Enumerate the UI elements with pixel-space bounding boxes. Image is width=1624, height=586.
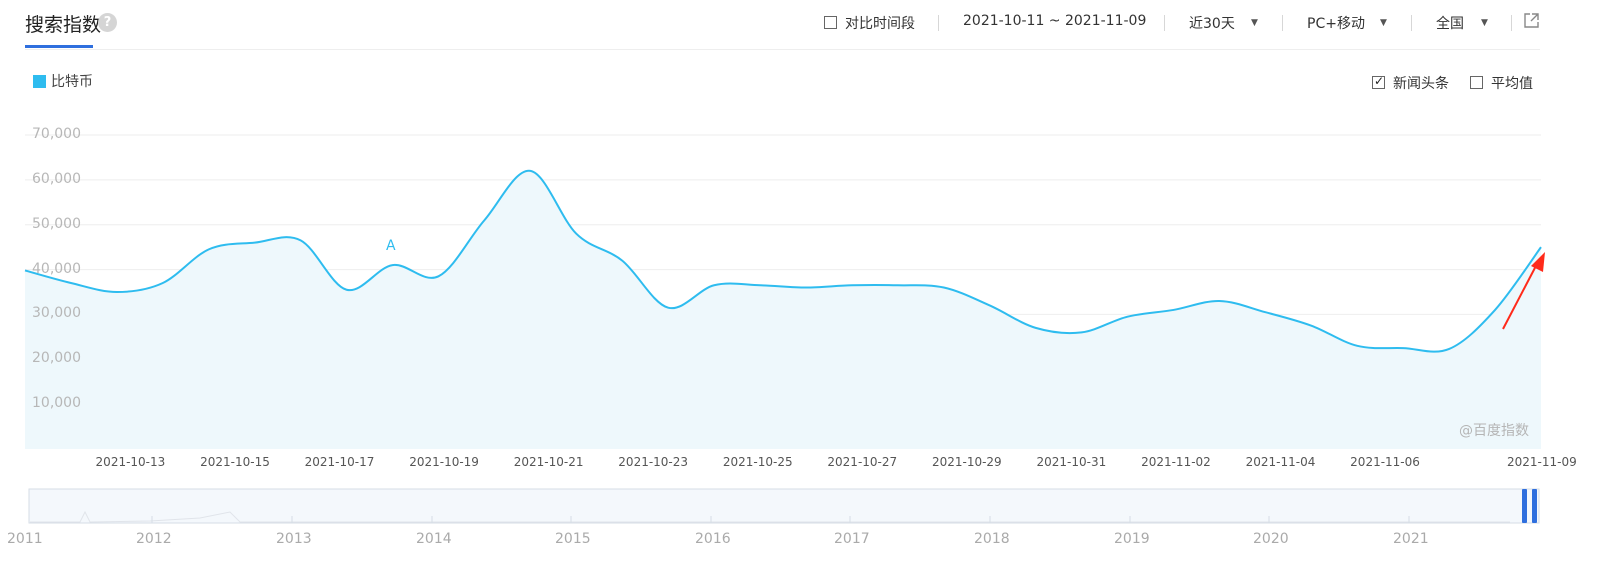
- slider-sparkline: [30, 510, 1510, 523]
- year-label: 2020: [1253, 531, 1289, 547]
- y-tick-label: 60,000: [32, 170, 81, 187]
- year-label: 2019: [1114, 531, 1150, 547]
- year-label: 2016: [695, 531, 731, 547]
- share-icon[interactable]: [1523, 12, 1540, 29]
- x-tick-label: 2021-10-27: [827, 455, 898, 469]
- y-tick-label: 20,000: [32, 350, 81, 367]
- separator: [938, 15, 939, 31]
- x-tick-label: 2021-10-29: [931, 455, 1002, 469]
- x-tick-label: 2021-10-25: [722, 455, 793, 469]
- period-select[interactable]: 近30天: [1189, 16, 1235, 32]
- x-tick-label: 2021-11-02: [1141, 455, 1211, 469]
- year-label: 2013: [276, 531, 312, 547]
- chevron-down-icon[interactable]: ▼: [1481, 18, 1488, 28]
- year-label: 2018: [974, 531, 1010, 547]
- page-title: 搜索指数: [25, 14, 102, 36]
- year-label: 2011: [7, 531, 43, 547]
- slider-handle-right: [1532, 489, 1537, 523]
- arrow-icon: [1531, 252, 1545, 272]
- compare-label[interactable]: 对比时间段: [845, 16, 915, 32]
- help-icon[interactable]: ?: [98, 13, 117, 32]
- chevron-down-icon[interactable]: ▼: [1251, 18, 1258, 28]
- legend-label[interactable]: 比特币: [51, 74, 93, 90]
- series-area: [25, 170, 1541, 449]
- range-slider: [28, 488, 1540, 524]
- year-label: 2014: [416, 531, 452, 547]
- separator: [1282, 15, 1283, 31]
- year-label: 2021: [1393, 531, 1429, 547]
- year-label: 2017: [834, 531, 870, 547]
- news-label[interactable]: 新闻头条: [1393, 76, 1449, 92]
- y-tick-label: 70,000: [32, 126, 81, 142]
- news-checkbox[interactable]: [1372, 74, 1385, 89]
- average-label[interactable]: 平均值: [1491, 76, 1533, 92]
- watermark: @百度指数: [1459, 423, 1529, 439]
- separator: [1411, 15, 1412, 31]
- y-tick-label: 40,000: [32, 260, 81, 277]
- x-tick-label: 2021-11-06: [1350, 455, 1420, 469]
- x-tick-label: 2021-10-17: [304, 455, 375, 469]
- year-label: 2015: [555, 531, 591, 547]
- legend-swatch: [33, 75, 46, 88]
- x-tick-label: 2021-10-15: [200, 455, 270, 469]
- series-line: [24, 169, 1542, 353]
- separator: [1164, 15, 1165, 31]
- year-label: 2012: [136, 531, 172, 547]
- slider-handle-left: [1522, 489, 1527, 523]
- x-tick-label: 2021-10-21: [513, 455, 584, 469]
- y-tick-label: 50,000: [32, 215, 81, 232]
- y-tick-label: 30,000: [32, 305, 81, 322]
- y-tick-label: 10,000: [32, 395, 81, 412]
- arrow-shaft: [1502, 261, 1539, 330]
- separator: [1511, 15, 1512, 31]
- chevron-down-icon[interactable]: ▼: [1380, 18, 1387, 28]
- date-range[interactable]: 2021-10-11 ~ 2021-11-09: [963, 13, 1147, 29]
- device-select[interactable]: PC+移动: [1307, 16, 1365, 32]
- header-divider: [25, 49, 1540, 50]
- x-tick-label: 2021-10-23: [618, 455, 689, 469]
- compare-checkbox[interactable]: [824, 16, 837, 29]
- x-tick-label: 2021-11-04: [1245, 455, 1316, 469]
- news-annotation-marker[interactable]: A: [386, 238, 396, 254]
- x-tick-label: 2021-10-31: [1036, 455, 1107, 469]
- x-tick-label: 2021-10-19: [409, 455, 479, 469]
- x-tick-label: 2021-11-09: [1507, 455, 1577, 469]
- average-checkbox[interactable]: [1470, 76, 1483, 89]
- title-underline: [25, 45, 93, 48]
- region-select[interactable]: 全国: [1436, 16, 1464, 32]
- x-tick-label: 2021-10-13: [95, 455, 166, 469]
